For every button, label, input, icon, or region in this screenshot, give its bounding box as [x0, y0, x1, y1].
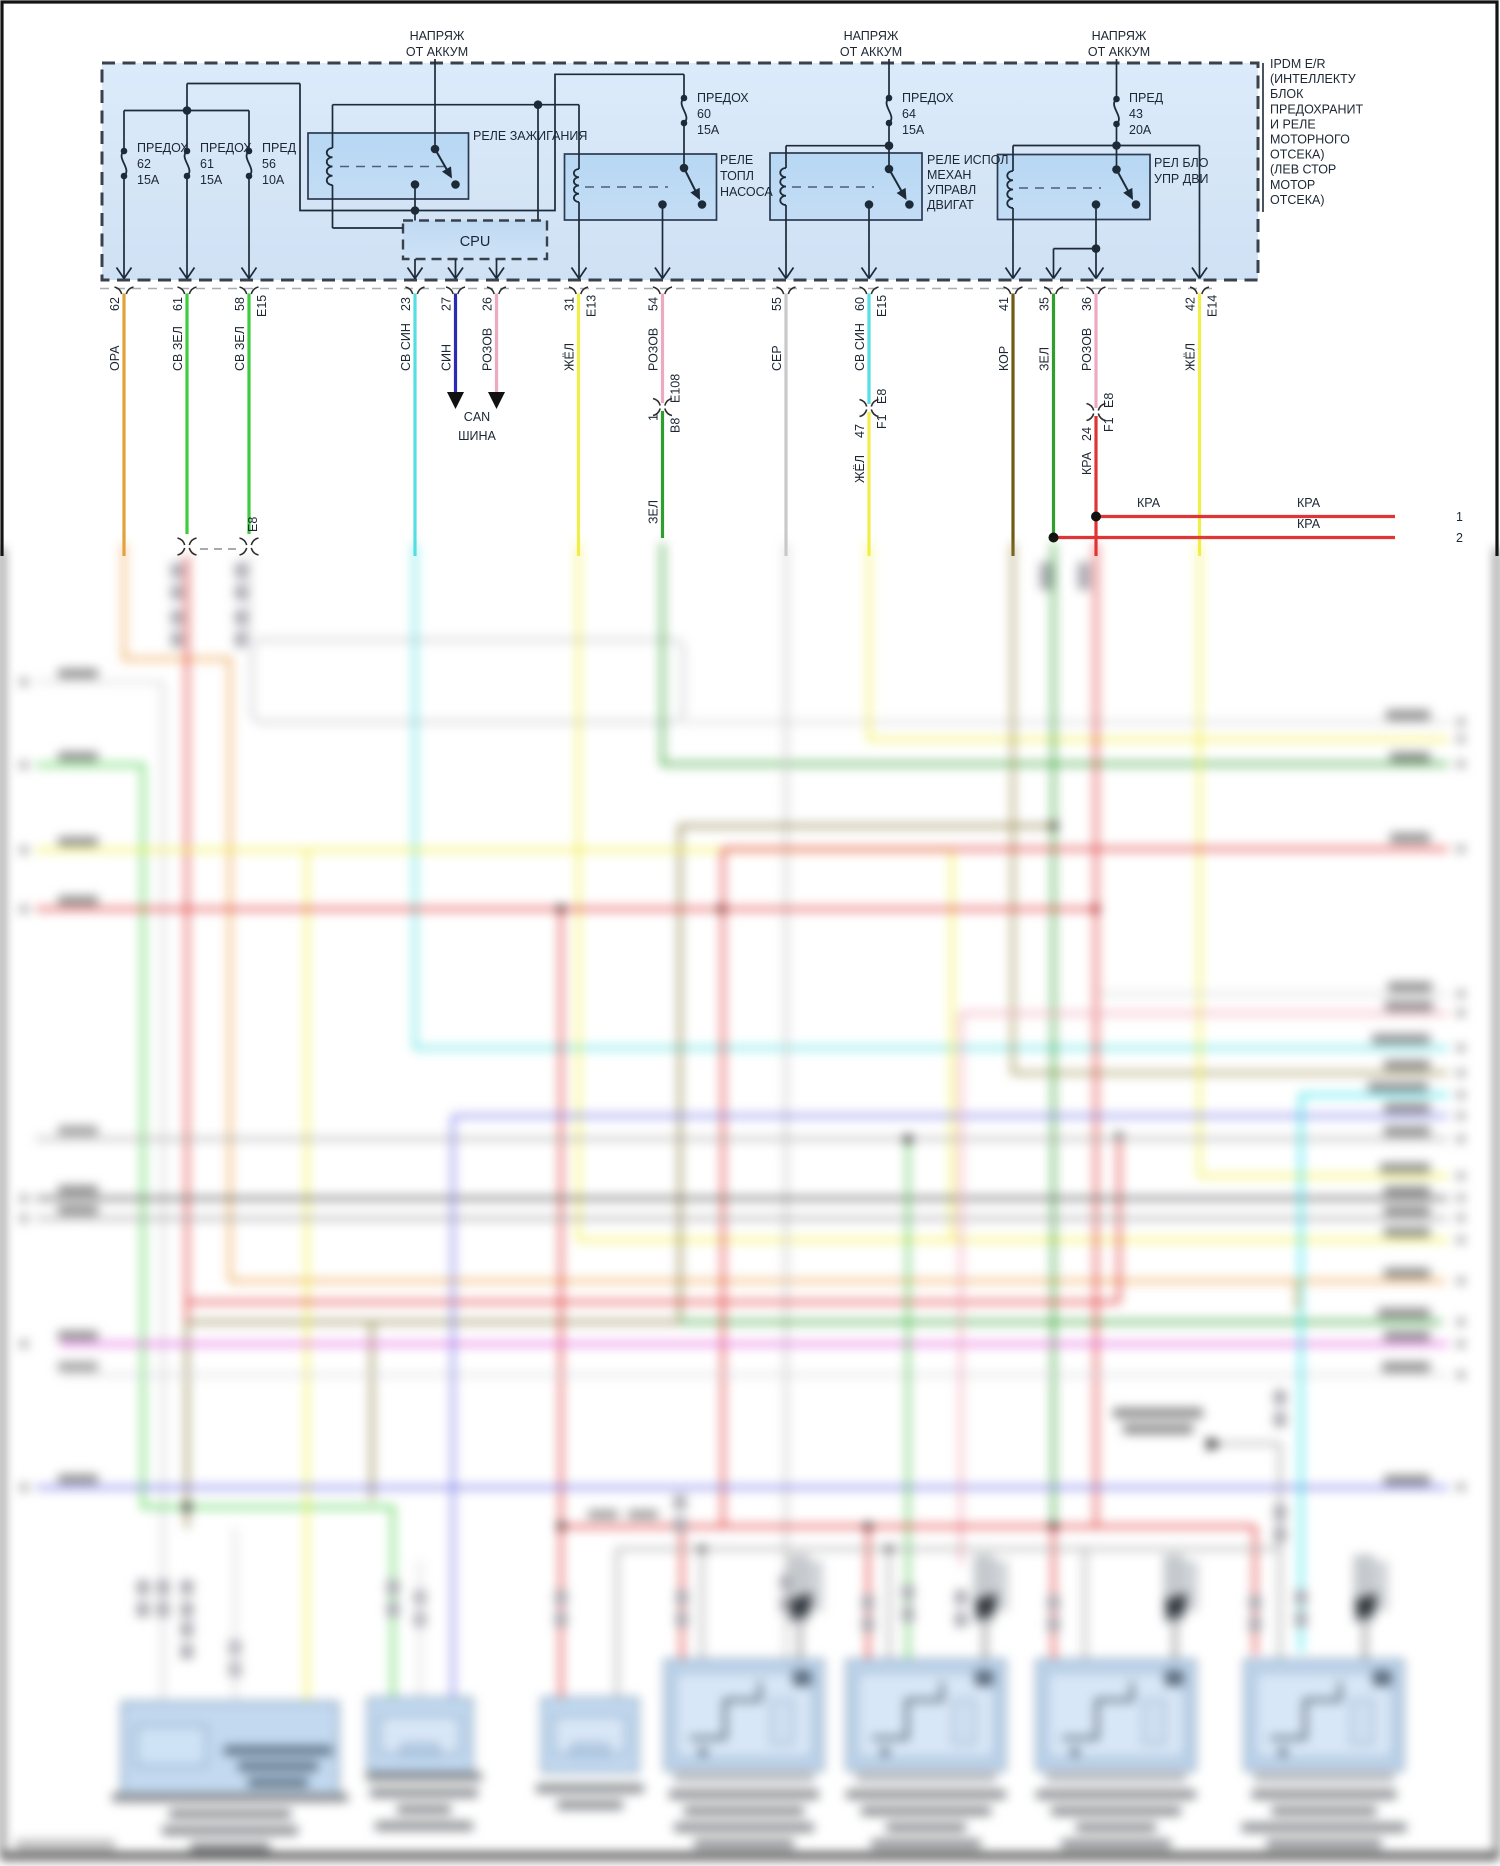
svg-text:Е15: Е15: [875, 295, 889, 317]
svg-text:БЛОК: БЛОК: [1270, 87, 1304, 101]
svg-text:10А: 10А: [262, 173, 285, 187]
svg-text:27: 27: [440, 297, 454, 311]
svg-text:ОТСЕКА): ОТСЕКА): [1270, 193, 1325, 207]
svg-text:РЕЛЕ ЗАЖИГАНИЯ: РЕЛЕ ЗАЖИГАНИЯ: [473, 129, 587, 143]
svg-text:ЗЕЛ: ЗЕЛ: [647, 500, 661, 524]
svg-text:НАСОСА: НАСОСА: [720, 185, 773, 199]
svg-text:31: 31: [563, 297, 577, 311]
svg-text:F1: F1: [1102, 417, 1116, 432]
svg-text:58: 58: [233, 297, 247, 311]
svg-text:Е8: Е8: [875, 389, 889, 404]
svg-text:Е15: Е15: [255, 295, 269, 317]
svg-text:62: 62: [137, 157, 151, 171]
svg-text:В8: В8: [669, 418, 683, 433]
svg-text:42: 42: [1184, 297, 1198, 311]
svg-text:СВ СИН: СВ СИН: [853, 323, 867, 371]
svg-text:CAN: CAN: [464, 410, 490, 424]
svg-text:НАПРЯЖ: НАПРЯЖ: [844, 29, 899, 43]
svg-text:СВ СИН: СВ СИН: [399, 323, 413, 371]
svg-text:ЖЁЛ: ЖЁЛ: [1184, 343, 1198, 371]
svg-text:РОЗОВ: РОЗОВ: [647, 328, 661, 371]
svg-text:КОР: КОР: [997, 346, 1011, 371]
svg-text:ЖЁЛ: ЖЁЛ: [563, 343, 577, 371]
svg-text:(ЛЕВ СТОР: (ЛЕВ СТОР: [1270, 163, 1336, 177]
svg-text:УПР ДВИ: УПР ДВИ: [1154, 172, 1209, 186]
svg-text:54: 54: [647, 297, 661, 311]
svg-text:56: 56: [262, 157, 276, 171]
svg-text:43: 43: [1129, 107, 1143, 121]
svg-text:47: 47: [853, 424, 867, 438]
svg-text:РЕЛЕ: РЕЛЕ: [720, 153, 753, 167]
svg-text:60: 60: [697, 107, 711, 121]
svg-text:2: 2: [1456, 531, 1463, 545]
svg-text:СВ ЗЕЛ: СВ ЗЕЛ: [171, 326, 185, 371]
svg-text:F1: F1: [875, 414, 889, 429]
svg-text:Е108: Е108: [669, 374, 683, 403]
svg-text:62: 62: [108, 297, 122, 311]
svg-text:Е8: Е8: [1102, 393, 1116, 408]
svg-text:КРА: КРА: [1297, 496, 1321, 510]
svg-text:(ИНТЕЛЛЕКТУ: (ИНТЕЛЛЕКТУ: [1270, 72, 1356, 86]
svg-text:55: 55: [770, 297, 784, 311]
svg-text:НАПРЯЖ: НАПРЯЖ: [1092, 29, 1147, 43]
svg-text:ПРЕДОХ: ПРЕДОХ: [137, 141, 189, 155]
svg-text:35: 35: [1038, 297, 1052, 311]
svg-text:60: 60: [853, 297, 867, 311]
svg-text:КРА: КРА: [1137, 496, 1161, 510]
svg-text:61: 61: [200, 157, 214, 171]
svg-text:ПРЕД: ПРЕД: [262, 141, 297, 155]
svg-text:24: 24: [1080, 427, 1094, 441]
svg-text:СВ ЗЕЛ: СВ ЗЕЛ: [233, 326, 247, 371]
svg-text:КРА: КРА: [1080, 451, 1094, 475]
svg-text:ОРА: ОРА: [108, 345, 122, 371]
svg-text:НАПРЯЖ: НАПРЯЖ: [410, 29, 465, 43]
svg-text:РЕЛ БЛО: РЕЛ БЛО: [1154, 156, 1209, 170]
svg-text:ОТСЕКА): ОТСЕКА): [1270, 148, 1325, 162]
svg-text:И РЕЛЕ: И РЕЛЕ: [1270, 117, 1316, 131]
svg-text:CPU: CPU: [460, 234, 491, 250]
svg-text:64: 64: [902, 107, 916, 121]
svg-text:ДВИГАТ: ДВИГАТ: [927, 198, 974, 212]
svg-text:СИН: СИН: [440, 344, 454, 371]
svg-text:Е14: Е14: [1206, 295, 1220, 317]
svg-text:МОТОР: МОТОР: [1270, 178, 1315, 192]
svg-text:Е8: Е8: [246, 517, 260, 532]
svg-text:61: 61: [171, 297, 185, 311]
svg-text:СЕР: СЕР: [770, 345, 784, 371]
svg-text:1: 1: [1456, 510, 1463, 524]
svg-text:ОТ АККУМ: ОТ АККУМ: [840, 45, 902, 59]
svg-text:ЖЁЛ: ЖЁЛ: [853, 455, 867, 483]
svg-text:15А: 15А: [200, 173, 223, 187]
svg-text:41: 41: [997, 297, 1011, 311]
svg-text:20А: 20А: [1129, 123, 1152, 137]
svg-text:ЗЕЛ: ЗЕЛ: [1038, 347, 1052, 371]
svg-text:МОТОРНОГО: МОТОРНОГО: [1270, 133, 1350, 147]
svg-text:15А: 15А: [137, 173, 160, 187]
svg-text:1: 1: [647, 414, 661, 421]
svg-text:УПРАВЛ: УПРАВЛ: [927, 183, 976, 197]
svg-text:ОТ АККУМ: ОТ АККУМ: [1088, 45, 1150, 59]
svg-text:РОЗОВ: РОЗОВ: [1080, 328, 1094, 371]
svg-text:ШИНА: ШИНА: [458, 429, 496, 443]
svg-text:РОЗОВ: РОЗОВ: [481, 328, 495, 371]
svg-text:36: 36: [1080, 297, 1094, 311]
svg-text:26: 26: [481, 297, 495, 311]
svg-text:23: 23: [399, 297, 413, 311]
svg-text:ТОПЛ: ТОПЛ: [720, 169, 754, 183]
svg-text:РЕЛЕ ИСПОЛ: РЕЛЕ ИСПОЛ: [927, 153, 1008, 167]
svg-text:15А: 15А: [697, 123, 720, 137]
svg-text:ПРЕДОХРАНИТ: ПРЕДОХРАНИТ: [1270, 102, 1363, 116]
svg-text:Е13: Е13: [585, 295, 599, 317]
svg-text:15А: 15А: [902, 123, 925, 137]
svg-text:ПРЕД: ПРЕД: [1129, 91, 1164, 105]
svg-text:МЕХАН: МЕХАН: [927, 168, 971, 182]
svg-text:КРА: КРА: [1297, 517, 1321, 531]
svg-text:ОТ АККУМ: ОТ АККУМ: [406, 45, 468, 59]
svg-text:ПРЕДОХ: ПРЕДОХ: [200, 141, 252, 155]
svg-text:IPDM E/R: IPDM E/R: [1270, 57, 1326, 71]
svg-text:ПРЕДОХ: ПРЕДОХ: [902, 91, 954, 105]
svg-text:ПРЕДОХ: ПРЕДОХ: [697, 91, 749, 105]
